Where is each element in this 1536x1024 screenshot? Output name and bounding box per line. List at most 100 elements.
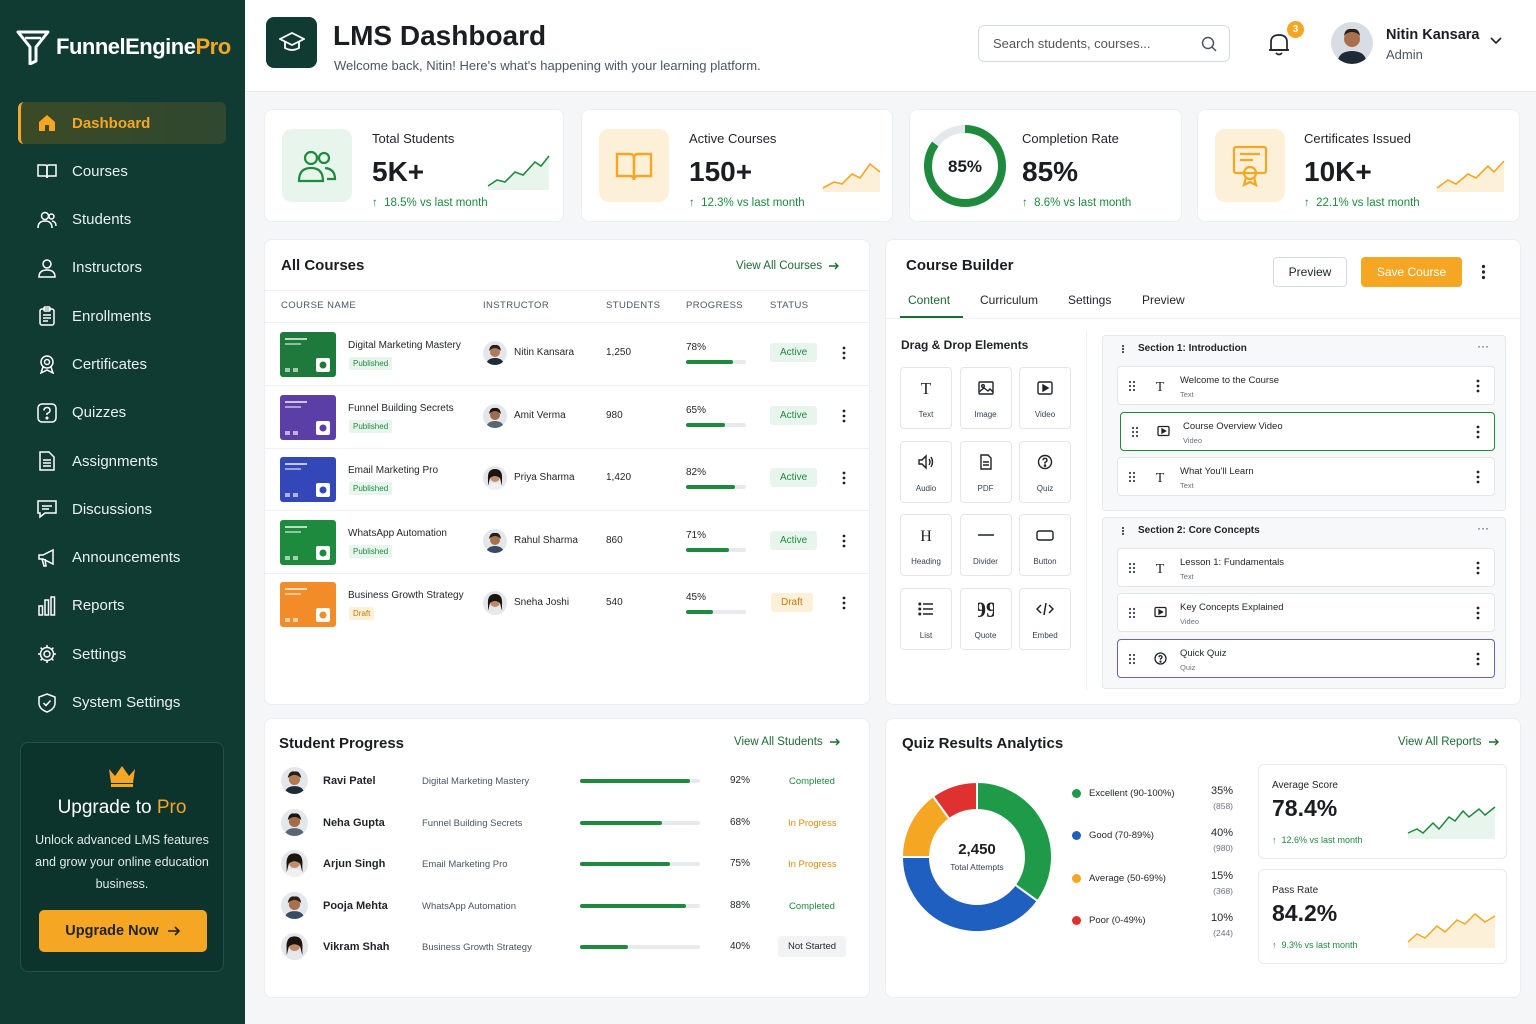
stat-card-active-courses[interactable]: Active Courses 150+ ↑ 12.3% vs last mont… [581, 109, 893, 222]
element-tile-button[interactable]: Button [1019, 514, 1071, 576]
student-name[interactable]: Ravi Patel [323, 775, 376, 787]
sidebar-item-students[interactable]: Students [18, 199, 226, 241]
sidebar-item-announcements[interactable]: Announcements [18, 537, 226, 579]
drag-handle-icon[interactable] [1121, 526, 1125, 536]
more-vertical-icon[interactable] [1476, 425, 1480, 439]
more-vertical-icon[interactable] [842, 409, 846, 423]
sidebar-item-reports[interactable]: Reports [18, 585, 226, 627]
preview-button[interactable]: Preview [1273, 257, 1347, 287]
student-name[interactable]: Vikram Shah [323, 941, 390, 953]
lesson-name: Course Overview Video [1183, 421, 1283, 432]
donut-slice[interactable] [976, 780, 1053, 903]
course-thumbnail[interactable] [280, 519, 336, 565]
sidebar-item-quizzes[interactable]: Quizzes [18, 392, 226, 434]
more-vertical-icon[interactable] [1476, 561, 1480, 575]
view-all-students-link[interactable]: View All Students [734, 736, 841, 748]
element-tile-divider[interactable]: Divider [959, 514, 1012, 576]
students-icon [36, 209, 58, 231]
course-thumbnail[interactable] [280, 332, 336, 377]
chevron-down-icon[interactable] [1489, 36, 1503, 46]
element-tile-quote[interactable]: 99 Quote [959, 587, 1012, 650]
more-vertical-icon[interactable] [842, 471, 846, 485]
sidebar-item-discussions[interactable]: Discussions [18, 488, 226, 530]
more-vertical-icon[interactable] [1476, 470, 1480, 484]
course-name[interactable]: WhatsApp Automation [348, 527, 447, 539]
tab-preview[interactable]: Preview [1142, 293, 1185, 307]
drag-handle-icon[interactable] [1128, 380, 1136, 392]
tab-content[interactable]: Content [908, 293, 951, 307]
more-vertical-icon[interactable] [1476, 652, 1480, 666]
lesson-item[interactable]: T Lesson 1: Fundamentals Text [1117, 548, 1495, 587]
course-name[interactable]: Business Growth Strategy [348, 590, 464, 601]
drag-handle-icon[interactable] [1128, 471, 1136, 483]
avatar[interactable] [1331, 22, 1373, 64]
student-name[interactable]: Neha Gupta [323, 816, 385, 829]
progress-fill [580, 862, 670, 866]
donut-slice[interactable] [900, 856, 1040, 933]
element-tile-list[interactable]: List [900, 587, 952, 650]
element-tile-heading[interactable]: H Heading [900, 514, 952, 576]
course-name[interactable]: Digital Marketing Mastery [348, 340, 461, 351]
element-tile-pdf[interactable]: PDF [959, 440, 1012, 503]
sidebar-item-courses[interactable]: Courses [18, 150, 226, 192]
element-tile-image[interactable]: Image [959, 367, 1012, 429]
stat-card-completion-rate[interactable]: 85% Completion Rate 85% ↑ 8.6% vs last m… [909, 109, 1182, 222]
donut-slice[interactable] [900, 794, 951, 858]
drag-handle-icon[interactable] [1128, 653, 1136, 665]
more-vertical-icon[interactable] [842, 346, 846, 360]
more-vertical-icon[interactable] [842, 596, 846, 610]
view-all-reports-link[interactable]: View All Reports [1398, 736, 1500, 748]
more-horizontal-icon[interactable]: ··· [1477, 339, 1489, 353]
stat-card-certificates[interactable]: Certificates Issued 10K+ ↑ 22.1% vs last… [1197, 109, 1520, 222]
lesson-item[interactable]: Key Concepts Explained Video [1117, 593, 1495, 632]
search-input[interactable] [993, 36, 1201, 51]
lesson-item[interactable]: Course Overview Video Video [1120, 412, 1495, 451]
sidebar-item-certificates[interactable]: Certificates [18, 343, 226, 385]
pass-rate-delta: ↑ 9.3% vs last month [1272, 940, 1358, 950]
lesson-item[interactable]: T What You'll Learn Text [1117, 457, 1495, 496]
sidebar-item-system-settings[interactable]: System Settings [18, 682, 226, 724]
lesson-item[interactable]: Quick Quiz Quiz [1117, 639, 1495, 678]
drag-handle-icon[interactable] [1128, 562, 1136, 574]
drag-handle-icon[interactable] [1121, 344, 1125, 354]
more-vertical-icon[interactable] [1476, 379, 1480, 393]
upgrade-now-button[interactable]: Upgrade Now [39, 910, 207, 952]
element-tile-embed[interactable]: Embed [1019, 587, 1071, 650]
student-name[interactable]: Pooja Mehta [323, 899, 388, 912]
course-state-badge: Published [349, 482, 393, 495]
more-vertical-icon[interactable] [1476, 606, 1480, 620]
course-thumbnail[interactable] [280, 394, 336, 440]
upgrade-title: Upgrade to Pro [57, 797, 187, 818]
tab-settings[interactable]: Settings [1068, 293, 1112, 307]
more-horizontal-icon[interactable]: ··· [1477, 521, 1489, 535]
drag-handle-icon[interactable] [1128, 607, 1136, 619]
view-all-courses-link[interactable]: View All Courses [736, 260, 840, 272]
save-course-button[interactable]: Save Course [1361, 257, 1462, 287]
student-name[interactable]: Arjun Singh [323, 858, 386, 870]
more-vertical-icon[interactable] [1481, 264, 1486, 280]
course-thumbnail[interactable] [280, 582, 336, 627]
course-name[interactable]: Funnel Building Secrets [348, 402, 454, 414]
sidebar-item-enrollments[interactable]: Enrollments [18, 295, 226, 337]
tab-curriculum[interactable]: Curriculum [980, 293, 1039, 307]
lesson-item[interactable]: T Welcome to the Course Text [1117, 366, 1495, 405]
sidebar-item-dashboard[interactable]: Dashboard [18, 102, 226, 144]
brand-logo[interactable]: FunnelEnginePro [16, 28, 231, 66]
progress-bar [686, 610, 746, 614]
element-tile-video[interactable]: Video [1019, 367, 1071, 429]
course-thumbnail[interactable] [280, 457, 336, 502]
course-name[interactable]: Email Marketing Pro [348, 465, 439, 476]
status-badge: In Progress [788, 817, 837, 829]
search-icon[interactable] [1201, 36, 1217, 52]
sidebar-item-assignments[interactable]: Assignments [18, 440, 226, 482]
sidebar-item-instructors[interactable]: Instructors [18, 247, 226, 289]
sidebar-item-settings[interactable]: Settings [18, 633, 226, 675]
sidebar-item-label: Enrollments [72, 307, 152, 325]
more-vertical-icon[interactable] [842, 534, 846, 548]
element-tile-audio[interactable]: Audio [900, 440, 952, 503]
bell-icon[interactable] [1265, 30, 1293, 58]
drag-handle-icon[interactable] [1131, 426, 1139, 438]
stat-card-total-students[interactable]: Total Students 5K+ ↑ 18.5% vs last month [264, 109, 564, 222]
element-tile-text[interactable]: T Text [900, 367, 952, 429]
element-tile-quiz[interactable]: Quiz [1019, 440, 1071, 503]
